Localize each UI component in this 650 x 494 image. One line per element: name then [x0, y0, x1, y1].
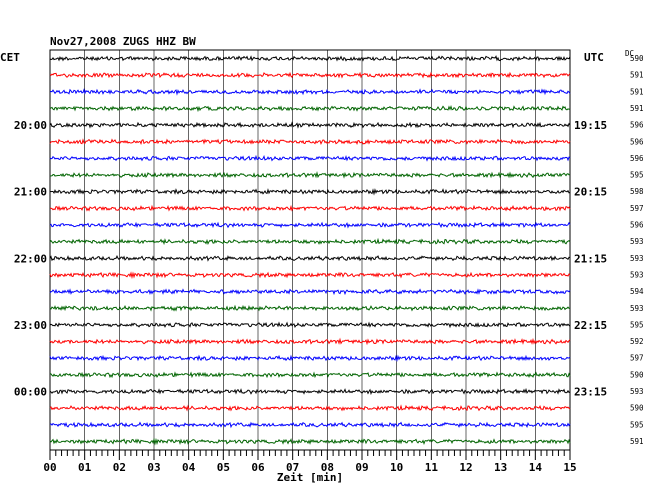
dc-value-label: 597: [630, 354, 644, 363]
right-timezone-label: UTC: [584, 51, 604, 64]
dc-value-label: 595: [630, 420, 644, 429]
x-tick-label: 10: [390, 461, 403, 474]
x-tick-label: 11: [425, 461, 439, 474]
dc-value-label: 597: [630, 204, 644, 213]
plot-frame: [49, 49, 571, 451]
trace-line: [49, 154, 571, 162]
x-tick-label: 06: [251, 461, 265, 474]
dc-value-label: 594: [630, 287, 644, 296]
trace-line: [49, 421, 571, 429]
dc-value-label: 596: [630, 121, 644, 130]
trace-line: [49, 138, 571, 146]
dc-value-label: 591: [630, 104, 644, 113]
x-tick-label: 12: [459, 461, 472, 474]
x-tick-label: 02: [113, 461, 126, 474]
x-tick-label: 05: [217, 461, 230, 474]
x-tick-label: 00: [43, 461, 56, 474]
trace-line: [49, 371, 571, 379]
x-axis: 00 01 02 03 04 05 06 07 08 09 10 11 12 13 14 15: [43, 449, 577, 474]
trace-line: [49, 337, 571, 346]
trace-line: [49, 55, 571, 62]
dc-value-label: 591: [630, 71, 644, 80]
seismic-traces: [49, 55, 571, 446]
dc-value-labels: 590 591 591 591 596 596 596 595 598 597 596 593 593 5…: [630, 54, 644, 446]
dc-value-label: 593: [630, 387, 644, 396]
dc-value-label: 590: [630, 370, 644, 379]
trace-line: [49, 387, 571, 396]
trace-line: [49, 104, 571, 113]
dc-value-label: 591: [630, 87, 644, 96]
dc-value-label: 595: [630, 171, 644, 180]
left-hour-label: 21:00: [14, 186, 47, 199]
x-tick-label: 14: [529, 461, 543, 474]
trace-line: [49, 237, 571, 246]
left-hour-label: 20:00: [14, 119, 47, 132]
trace-line: [49, 354, 571, 363]
left-hour-label: 00:00: [14, 386, 47, 399]
dc-value-label: 595: [630, 320, 644, 329]
x-tick-label: 07: [286, 461, 299, 474]
x-tick-label: 13: [494, 461, 507, 474]
x-tick-label: 04: [182, 461, 196, 474]
trace-line: [49, 321, 571, 329]
trace-line: [49, 88, 571, 96]
right-hour-label: 23:15: [574, 386, 607, 399]
dc-value-label: 596: [630, 221, 644, 230]
trace-line: [49, 204, 571, 212]
dc-value-label: 593: [630, 304, 644, 313]
trace-line: [49, 221, 571, 229]
grid-lines: [84, 50, 536, 450]
right-hour-label: 21:15: [574, 252, 607, 265]
x-tick-label: 15: [563, 461, 576, 474]
dc-value-label: 590: [630, 404, 644, 413]
trace-line: [49, 188, 571, 196]
trace-line: [49, 255, 571, 262]
x-tick-label: 08: [321, 461, 334, 474]
trace-line: [49, 121, 571, 129]
x-tick-label: 01: [78, 461, 92, 474]
trace-line: [49, 170, 571, 179]
dc-value-label: 592: [630, 337, 644, 346]
trace-line: [49, 437, 571, 446]
trace-line: [49, 71, 571, 79]
left-hour-label: 23:00: [14, 319, 47, 332]
trace-line: [49, 271, 571, 280]
dc-value-label: 596: [630, 137, 644, 146]
right-hour-label: 20:15: [574, 186, 607, 199]
left-timezone-label: CET: [0, 51, 20, 64]
x-tick-label: 09: [355, 461, 368, 474]
right-hour-labels: 19:15 20:15 21:15 22:15 23:15: [574, 119, 607, 398]
dc-value-label: 593: [630, 270, 644, 279]
right-hour-label: 22:15: [574, 319, 607, 332]
dc-header: DC: [625, 49, 634, 58]
chart-title: Nov27,2008 ZUGS HHZ BW: [50, 35, 196, 48]
dc-value-label: 596: [630, 154, 644, 163]
dc-value-label: 593: [630, 254, 644, 263]
right-hour-label: 19:15: [574, 119, 607, 132]
dc-value-label: 593: [630, 237, 644, 246]
trace-line: [49, 304, 571, 312]
dc-value-label: 591: [630, 437, 644, 446]
dc-value-label: 598: [630, 187, 644, 196]
left-hour-label: 22:00: [14, 252, 47, 265]
left-hour-labels: 20:00 21:00 22:00 23:00 00:00: [14, 119, 47, 398]
trace-line: [49, 288, 571, 296]
dc-value-label: 590: [630, 54, 644, 63]
x-axis-label: Zeit [min]: [277, 471, 343, 484]
x-tick-label: 03: [147, 461, 160, 474]
trace-line: [49, 404, 571, 412]
